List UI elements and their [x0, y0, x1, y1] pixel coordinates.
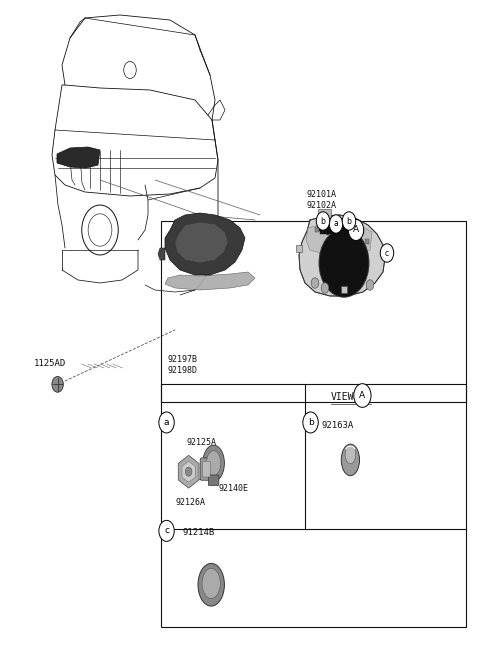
Bar — [315, 227, 319, 232]
Circle shape — [311, 278, 319, 288]
Ellipse shape — [206, 451, 221, 476]
Text: 92126A: 92126A — [175, 498, 205, 507]
Text: a: a — [164, 418, 169, 427]
FancyBboxPatch shape — [203, 461, 210, 477]
Circle shape — [185, 467, 192, 476]
Text: 92197B
92198D: 92197B 92198D — [168, 355, 198, 375]
Bar — [360, 229, 364, 234]
Text: A: A — [353, 225, 359, 235]
Circle shape — [329, 215, 343, 233]
Circle shape — [316, 212, 330, 230]
Circle shape — [342, 212, 356, 230]
Text: a: a — [334, 219, 338, 229]
Bar — [341, 286, 347, 293]
Bar — [350, 223, 354, 228]
Text: 91214B: 91214B — [182, 528, 215, 537]
Polygon shape — [165, 213, 245, 275]
Circle shape — [321, 283, 329, 293]
Text: b: b — [321, 217, 325, 225]
Text: 92101A
92102A: 92101A 92102A — [307, 190, 336, 210]
Text: 1125AD: 1125AD — [34, 359, 67, 368]
Polygon shape — [158, 248, 165, 260]
Text: 92140E: 92140E — [218, 484, 249, 493]
Polygon shape — [175, 222, 228, 263]
FancyBboxPatch shape — [318, 210, 331, 220]
FancyBboxPatch shape — [208, 475, 219, 486]
Ellipse shape — [341, 444, 360, 476]
Bar — [382, 246, 388, 252]
Bar — [161, 384, 466, 627]
Text: c: c — [385, 248, 389, 258]
Circle shape — [348, 219, 364, 240]
Polygon shape — [320, 222, 348, 238]
Circle shape — [366, 280, 374, 290]
Ellipse shape — [202, 568, 220, 599]
Ellipse shape — [345, 445, 356, 464]
Bar — [161, 221, 466, 402]
Circle shape — [159, 412, 174, 433]
Polygon shape — [57, 147, 100, 168]
Bar — [338, 221, 342, 226]
Ellipse shape — [203, 445, 225, 481]
Text: c: c — [164, 526, 169, 535]
Circle shape — [354, 384, 371, 407]
Ellipse shape — [198, 564, 224, 606]
Circle shape — [380, 244, 394, 262]
Bar — [296, 246, 302, 252]
Text: 92163A: 92163A — [322, 421, 354, 430]
Polygon shape — [299, 215, 385, 296]
Polygon shape — [165, 272, 255, 290]
Polygon shape — [306, 222, 372, 256]
Circle shape — [52, 376, 63, 392]
Circle shape — [159, 520, 174, 541]
FancyBboxPatch shape — [200, 458, 213, 480]
Circle shape — [319, 229, 369, 297]
Bar — [365, 238, 369, 244]
Text: b: b — [308, 418, 313, 427]
Bar — [325, 223, 329, 228]
Circle shape — [303, 412, 318, 433]
Text: A: A — [360, 391, 365, 400]
Text: VIEW: VIEW — [331, 392, 355, 403]
Text: b: b — [347, 217, 351, 225]
Text: 92125A: 92125A — [187, 438, 216, 447]
